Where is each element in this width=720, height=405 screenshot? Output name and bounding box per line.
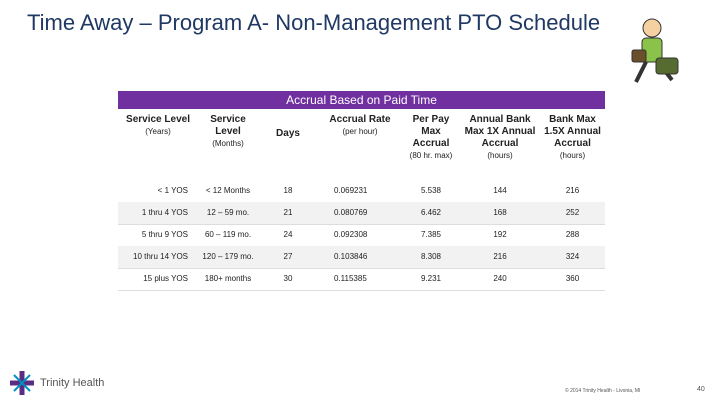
header-main: Bank Max 1.5X Annual Accrual (544, 114, 601, 149)
table-cell: < 1 YOS (157, 186, 188, 195)
table-cell: 288 (565, 230, 580, 239)
table-cell: 10 thru 14 YOS (133, 252, 188, 261)
column-header: Service Level (Months) (198, 110, 258, 180)
table-row: 5 thru 9 YOS 60 – 119 mo. 24 0.092308 7.385 1… (118, 224, 605, 247)
header-main: Per Pay Max Accrual (412, 114, 450, 149)
table-cell: < 12 Months (205, 186, 251, 195)
table-cell: 60 – 119 mo. (204, 230, 252, 239)
column-header: Days (258, 110, 318, 180)
header-sub: (hours) (559, 151, 586, 160)
column-header: Per Pay Max Accrual (80 hr. max) (402, 110, 460, 180)
table-cell: 240 (493, 274, 507, 283)
table-cell: 120 – 179 mo. (202, 252, 254, 261)
table-cell: 168 (493, 208, 507, 217)
table-cell: 27 (283, 252, 293, 261)
table-cell: 324 (565, 252, 580, 261)
header-main: Annual Bank Max 1X Annual Accrual (464, 114, 536, 149)
copyright: © 2014 Trinity Health - Livonia, MI (565, 388, 641, 394)
table-row: 15 plus YOS 180+ months 30 0.115385 9.231 240… (118, 268, 605, 291)
column-header: Accrual Rate (per hour) (318, 110, 402, 180)
header-main: Service Level (210, 114, 246, 137)
table-cell: 0.115385 (334, 274, 367, 283)
table-cell: 0.092308 (334, 230, 368, 239)
table-cell: 144 (493, 186, 507, 195)
table-row: 10 thru 14 YOS 120 – 179 mo. 27 0.103846 8.3… (118, 246, 605, 269)
column-header: Annual Bank Max 1X Annual Accrual (hours) (460, 110, 540, 180)
table-cell: 0.080769 (334, 208, 368, 217)
logo-text: Trinity Health (40, 377, 105, 389)
table-cell: 5.538 (420, 186, 442, 195)
table-cell: 7.385 (420, 230, 442, 239)
table-cell: 15 plus YOS (143, 274, 188, 283)
table-cell: 180+ months (204, 274, 252, 283)
table-cell: 9.231 (420, 274, 442, 283)
table-cell: 216 (493, 252, 507, 261)
header-sub: (Months) (212, 139, 244, 148)
table-row: 1 thru 4 YOS 12 – 59 mo. 21 0.080769 6.462 16… (118, 202, 605, 225)
header-main: Service Level (126, 114, 190, 125)
clip-art (631, 18, 679, 83)
table-banner: Accrual Based on Paid Time (118, 91, 605, 109)
table-cell: 360 (565, 274, 580, 283)
table-cell: 252 (565, 208, 580, 217)
table-cell: 192 (493, 230, 507, 239)
header-sub: (Years) (145, 127, 171, 136)
table-cell: 0.103846 (334, 252, 368, 261)
header-sub: (per hour) (342, 127, 378, 136)
table-cell: 1 thru 4 YOS (141, 208, 188, 217)
title: Time Away – Program A- Non-Management PT… (27, 10, 601, 35)
header-main: Accrual Rate (329, 114, 391, 125)
table-cell: 0.069231 (334, 186, 368, 195)
table-cell: 5 thru 9 YOS (141, 230, 188, 239)
table-cell: 21 (283, 208, 293, 217)
table-cell: 30 (283, 274, 293, 283)
table-cell: 24 (283, 230, 293, 239)
table-cell: 6.462 (420, 208, 442, 217)
column-header: Bank Max 1.5X Annual Accrual (hours) (540, 110, 605, 180)
table-cell: 8.308 (420, 252, 442, 261)
logo-mark (10, 371, 34, 395)
column-header: Service Level (Years) (118, 110, 198, 180)
header-main: Days (276, 128, 300, 139)
header-sub: (hours) (487, 151, 513, 160)
header-sub: (80 hr. max) (409, 151, 453, 160)
table-row: < 1 YOS < 12 Months 18 0.069231 5.538 144 216 (118, 180, 605, 203)
table-cell: 216 (565, 186, 580, 195)
page-number: 40 (697, 386, 705, 393)
table-cell: 18 (283, 186, 293, 195)
table-cell: 12 – 59 mo. (206, 208, 250, 217)
